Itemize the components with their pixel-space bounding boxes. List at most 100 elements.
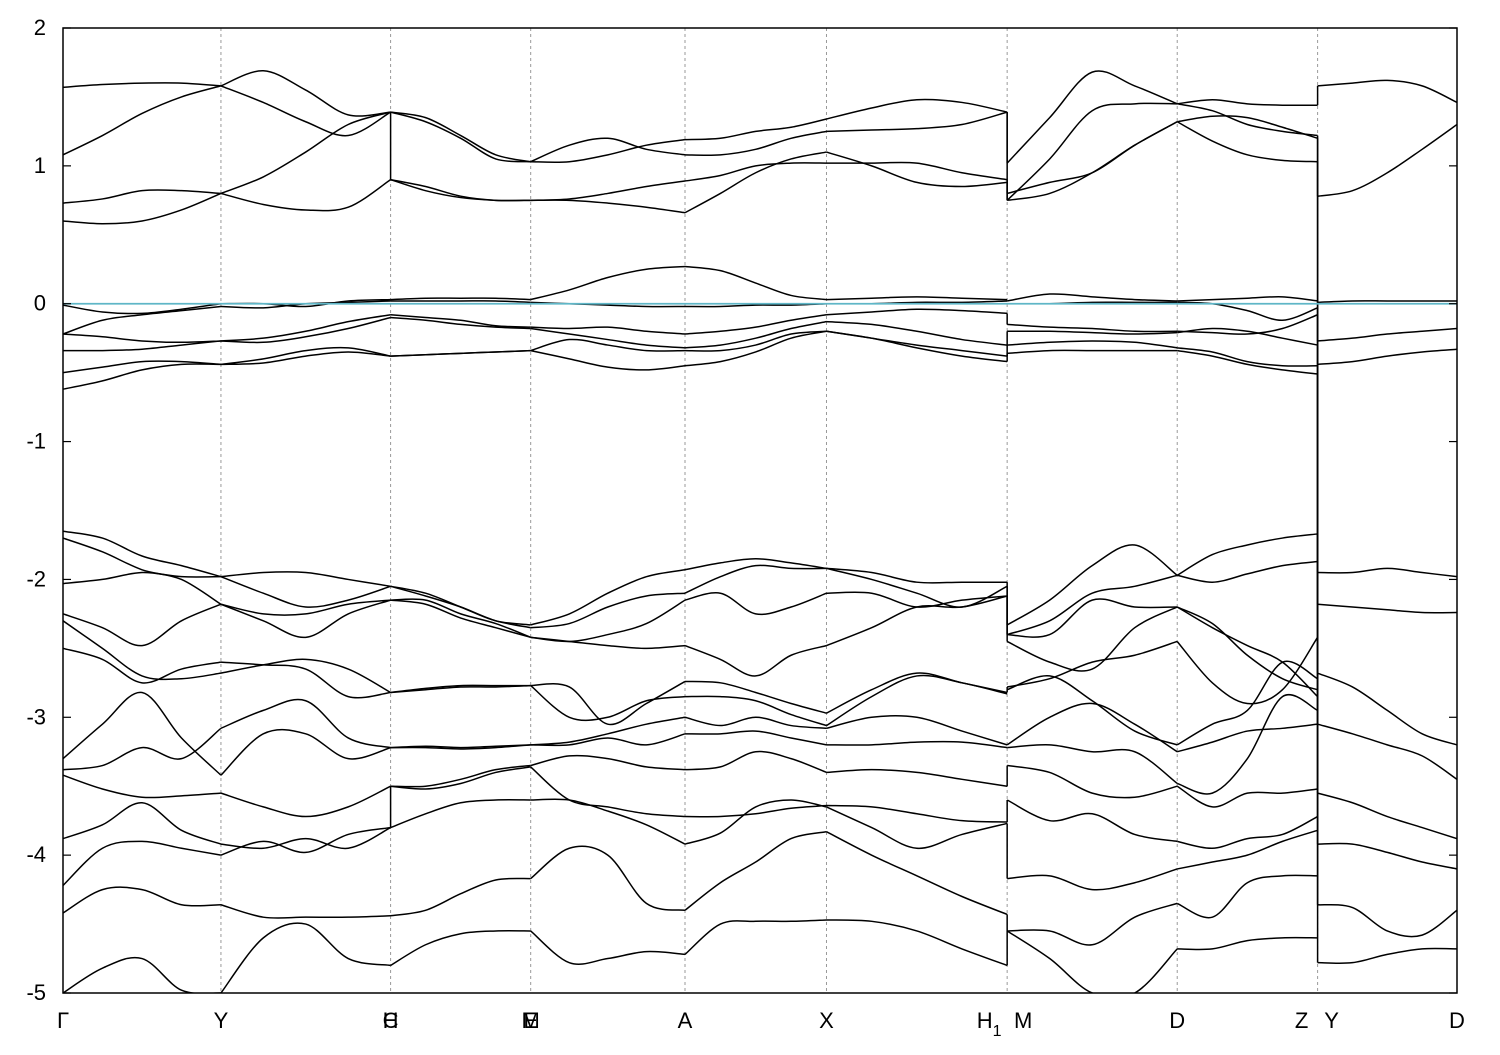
band-line bbox=[1177, 98, 1318, 107]
band-line bbox=[1176, 785, 1318, 808]
x-tick-label: A bbox=[678, 1008, 693, 1033]
band-line bbox=[826, 161, 1008, 181]
band-line bbox=[530, 199, 686, 214]
band-line bbox=[530, 798, 686, 845]
band-line bbox=[63, 302, 222, 315]
band-line bbox=[530, 569, 686, 626]
band-line bbox=[684, 804, 827, 818]
band-line bbox=[63, 956, 221, 993]
band-line bbox=[530, 327, 686, 349]
plot-frame bbox=[62, 27, 1458, 994]
band-line bbox=[826, 595, 1008, 647]
band-line bbox=[826, 330, 1008, 363]
band-line bbox=[1006, 102, 1178, 201]
band-line bbox=[1177, 815, 1318, 850]
band-line bbox=[1007, 744, 1178, 785]
band-line bbox=[1007, 902, 1178, 946]
x-tick-label: H bbox=[383, 1008, 399, 1033]
band-line bbox=[684, 313, 827, 335]
band-line bbox=[1006, 544, 1178, 626]
band-line bbox=[220, 658, 391, 694]
band-line bbox=[1176, 660, 1318, 746]
band-line bbox=[63, 802, 222, 845]
band-line bbox=[390, 598, 531, 639]
x-tick-label: C bbox=[383, 1008, 399, 1033]
band-line bbox=[530, 636, 686, 650]
band-line bbox=[1006, 70, 1178, 164]
band-line bbox=[684, 320, 827, 349]
band-line bbox=[1176, 606, 1318, 691]
y-tick-label: -1 bbox=[26, 429, 46, 454]
band-line bbox=[530, 733, 686, 747]
band-line bbox=[826, 919, 1008, 967]
band-line bbox=[684, 830, 827, 911]
x-tick-label: Z bbox=[1295, 1008, 1308, 1033]
band-line bbox=[826, 320, 1008, 346]
band-line bbox=[220, 728, 391, 776]
band-line bbox=[826, 151, 1008, 188]
band-line bbox=[530, 326, 686, 335]
band-line bbox=[1007, 868, 1178, 891]
band-line bbox=[684, 118, 827, 141]
band-line bbox=[826, 296, 1008, 301]
x-tick-label: X bbox=[819, 1008, 834, 1033]
band-line bbox=[1007, 340, 1178, 349]
band-line bbox=[1177, 115, 1318, 140]
band-line bbox=[220, 599, 391, 616]
band-line bbox=[530, 685, 686, 722]
band-line bbox=[63, 360, 221, 374]
band-line bbox=[220, 351, 391, 366]
band-line bbox=[1317, 842, 1457, 870]
band-line bbox=[63, 603, 222, 647]
band-line bbox=[1177, 829, 1318, 870]
band-line bbox=[63, 886, 221, 914]
band-line bbox=[1317, 603, 1457, 614]
band-line bbox=[1006, 675, 1178, 746]
band-line bbox=[63, 537, 222, 605]
y-tick-label: 0 bbox=[34, 291, 46, 316]
band-line bbox=[390, 316, 531, 330]
band-line bbox=[530, 716, 686, 746]
band-line bbox=[1177, 327, 1318, 346]
y-tick-label: 2 bbox=[34, 15, 46, 40]
band-line bbox=[220, 904, 391, 919]
band-line bbox=[390, 111, 531, 163]
band-line bbox=[220, 826, 391, 850]
band-line bbox=[684, 557, 827, 571]
band-line bbox=[1007, 764, 1178, 799]
band-line bbox=[684, 716, 827, 730]
band-line bbox=[1006, 702, 1178, 753]
band-line bbox=[390, 764, 531, 788]
band-line bbox=[390, 877, 531, 917]
band-line bbox=[220, 69, 391, 117]
band-line bbox=[1176, 694, 1318, 795]
band-line bbox=[390, 300, 531, 304]
band-line bbox=[1176, 121, 1318, 163]
band-line bbox=[390, 297, 531, 301]
band-line bbox=[1006, 799, 1178, 843]
band-line bbox=[1177, 936, 1318, 951]
band-line bbox=[390, 684, 531, 694]
band-line bbox=[1007, 330, 1178, 335]
band-line bbox=[1176, 606, 1319, 698]
band-line bbox=[390, 178, 531, 202]
band-line bbox=[530, 592, 686, 629]
band-line bbox=[220, 179, 392, 212]
y-tick-label: 1 bbox=[34, 153, 46, 178]
band-line bbox=[1317, 79, 1457, 104]
x-tick-label: D bbox=[1449, 1008, 1465, 1033]
band-line bbox=[1177, 347, 1318, 367]
band-line bbox=[1007, 121, 1178, 202]
band-line bbox=[1176, 533, 1318, 576]
band-line bbox=[63, 82, 221, 89]
band-line bbox=[684, 592, 827, 616]
band-line bbox=[220, 85, 391, 137]
x-tick-label: Y bbox=[214, 1008, 229, 1033]
band-line bbox=[1317, 567, 1457, 578]
band-line bbox=[63, 85, 222, 156]
y-tick-label: -2 bbox=[26, 566, 46, 591]
band-line bbox=[684, 919, 827, 955]
band-line bbox=[1177, 723, 1318, 753]
